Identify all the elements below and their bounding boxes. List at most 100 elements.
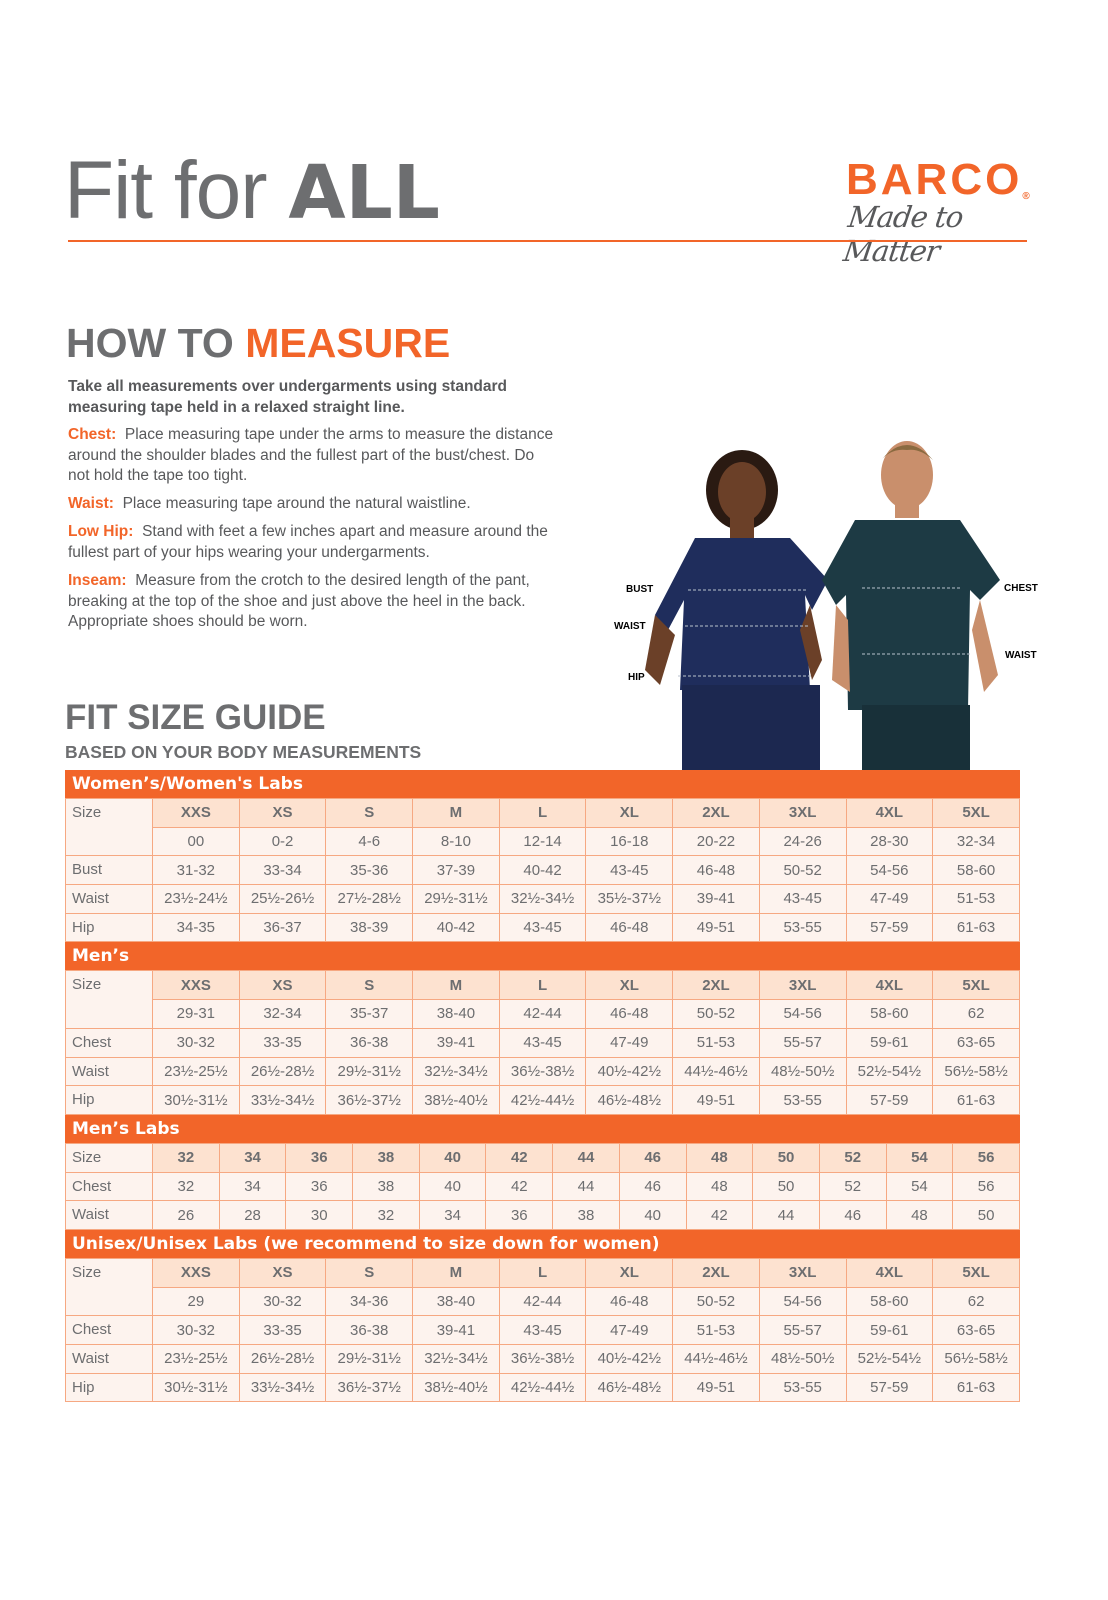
measurement-cell: 23½-25½ (152, 1344, 240, 1374)
measurement-cell: 36½-38½ (498, 1344, 587, 1374)
size-header-cell: XS (238, 1257, 327, 1288)
hip-label: HIP (628, 672, 645, 683)
measure-lines (678, 587, 970, 677)
measurement-cell: 29½-31½ (325, 1056, 414, 1087)
numeric-size-cell: 58-60 (845, 999, 934, 1029)
numeric-size-cell: 0-2 (238, 826, 327, 857)
measurement-cell: 51-53 (672, 1027, 760, 1058)
measurement-row: Bust 31-32 33-34 35-36 37-39 40-42 43-45 46-48 5… (65, 855, 1020, 886)
measurement-cell: 48½-50½ (758, 1056, 847, 1087)
size-header-cell: 5XL (932, 1257, 1020, 1288)
section-header: Women’s/Women's Labs (65, 770, 1020, 798)
size-header-cell: 46 (618, 1142, 687, 1173)
instruction-label: Low Hip: (68, 523, 134, 540)
chest-instruction: Chest: Place measuring tape under the ar… (68, 425, 560, 487)
measurement-row: Hip 30½-31½ 33½-34½ 36½-37½ 38½-40½ 42½-44½ 46… (65, 1372, 1020, 1403)
measurement-cell: 55-57 (758, 1027, 847, 1058)
size-header-cell: 34 (218, 1142, 287, 1173)
measurement-cell: 27½-28½ (325, 884, 414, 914)
measurement-cell: 43-45 (758, 884, 847, 914)
measurement-cell: 36 (285, 1171, 354, 1202)
measurement-row: Waist 23½-24½ 25½-26½ 27½-28½ 29½-31½ 32½-34½… (65, 884, 1020, 914)
low-hip-instruction: Low Hip: Stand with feet a few inches ap… (68, 522, 560, 563)
numeric-size-cell: 62 (932, 999, 1020, 1029)
row-label: Hip (65, 1372, 153, 1403)
size-header-cell: 4XL (845, 1257, 934, 1288)
measurement-cell: 49-51 (672, 1372, 760, 1403)
measurement-cell: 36½-37½ (325, 1085, 414, 1115)
section-header: Unisex/Unisex Labs (we recommend to size… (65, 1229, 1020, 1258)
heading-gray: HOW TO (66, 320, 246, 366)
measurement-cell: 53-55 (758, 1085, 847, 1115)
measurement-cell: 33½-34½ (238, 1372, 327, 1403)
size-table: Size XXS XS S M L XL 2XL 3XL 4XL 5XL 29-31 32-34 35-3… (65, 970, 1020, 1115)
measurement-row: Chest 30-32 33-35 36-38 39-41 43-45 47-49 51-53… (65, 1027, 1020, 1058)
size-header-cell: 3XL (758, 970, 847, 1001)
fit-size-guide-heading: FIT SIZE GUIDE (65, 698, 326, 737)
numeric-size-row: 29-31 32-34 35-37 38-40 42-44 46-48 50-52 54-56… (66, 999, 1020, 1029)
size-header-cell: 42 (485, 1142, 554, 1173)
logo-tagline: Made to Matter (841, 200, 965, 268)
numeric-size-cell: 32-34 (238, 999, 327, 1029)
measurement-cell: 47-49 (585, 1315, 674, 1345)
instruction-label: Inseam: (68, 572, 127, 589)
instruction-text: Stand with feet a few inches apart and m… (68, 523, 548, 561)
size-header-cell: 56 (952, 1142, 1020, 1173)
measurement-cell: 28 (218, 1200, 287, 1230)
measurement-cell: 51-53 (672, 1315, 760, 1345)
measurement-cell: 61-63 (932, 912, 1020, 943)
inseam-instruction: Inseam: Measure from the crotch to the d… (68, 571, 560, 633)
heading-orange: MEASURE (245, 320, 451, 366)
numeric-size-cell: 8-10 (412, 826, 500, 857)
waist-instruction: Waist: Place measuring tape around the n… (68, 494, 560, 515)
row-label: Size (65, 797, 153, 857)
size-header-cell: XXS (152, 970, 240, 1001)
measurement-cell: 38 (352, 1171, 420, 1202)
measurement-cell: 50 (952, 1200, 1020, 1230)
instruction-label: Waist: (68, 495, 114, 512)
measurement-cell: 40½-42½ (585, 1056, 674, 1087)
measurement-cell: 39-41 (412, 1027, 500, 1058)
measurement-row: Chest 30-32 33-35 36-38 39-41 43-45 47-49 51-53… (65, 1315, 1020, 1345)
measurement-cell: 57-59 (845, 1372, 934, 1403)
size-row: Size XXS XS S M L XL 2XL 3XL 4XL 5XL (65, 797, 1020, 857)
measurement-cell: 30 (285, 1200, 354, 1230)
measurement-cell: 35-36 (325, 855, 414, 886)
measurement-cell: 32 (152, 1171, 220, 1202)
instruction-text: Place measuring tape under the arms to m… (68, 426, 554, 484)
measurement-cell: 46 (618, 1171, 687, 1202)
measurement-cell: 48 (885, 1200, 954, 1230)
measurement-cell: 54 (885, 1171, 954, 1202)
numeric-size-row: 00 0-2 4-6 8-10 12-14 16-18 20-22 24-26 28-30 32-… (66, 826, 1020, 857)
numeric-size-cell: 35-37 (325, 999, 414, 1029)
row-label: Chest (65, 1027, 153, 1058)
measurement-cell: 57-59 (845, 1085, 934, 1115)
chest-label: CHEST (1004, 583, 1038, 594)
measurement-cell: 50-52 (758, 855, 847, 886)
measurement-cell: 43-45 (498, 1027, 587, 1058)
measurement-row: Waist 23½-25½ 26½-28½ 29½-31½ 32½-34½ 36½-38½… (65, 1344, 1020, 1374)
intro-text: Take all measurements over undergarments… (68, 378, 508, 416)
measurement-cell: 53-55 (758, 1372, 847, 1403)
row-label: Waist (65, 884, 153, 914)
numeric-size-cell: 34-36 (325, 1286, 414, 1317)
measurement-cell: 32½-34½ (412, 1056, 500, 1087)
size-tables: Women’s/Women's Labs Size XXS XS S M L XL 2XL 3XL… (65, 770, 1020, 1403)
header-divider (68, 240, 1027, 242)
size-header-cell: XXS (152, 798, 240, 828)
row-label: Waist (65, 1200, 153, 1230)
measurement-cell: 40½-42½ (585, 1344, 674, 1374)
measurement-cell: 34 (218, 1171, 287, 1202)
measurement-cell: 36-37 (238, 912, 327, 943)
measurement-cell: 59-61 (845, 1027, 934, 1058)
measurement-cell: 37-39 (412, 855, 500, 886)
measurement-cell: 61-63 (932, 1085, 1020, 1115)
measurement-cell: 43-45 (498, 1315, 587, 1345)
numeric-size-cell: 00 (152, 826, 240, 857)
models-illustration: BUST WAIST HIP CHEST WAIST (614, 441, 1038, 770)
measurement-cell: 61-63 (932, 1372, 1020, 1403)
size-table: Size 32 34 36 38 40 42 44 46 48 50 52 54 56 Chest 32 34 3… (65, 1142, 1020, 1230)
size-header-cell: XS (238, 970, 327, 1001)
woman-model (645, 450, 828, 770)
row-label: Size (65, 970, 153, 1029)
